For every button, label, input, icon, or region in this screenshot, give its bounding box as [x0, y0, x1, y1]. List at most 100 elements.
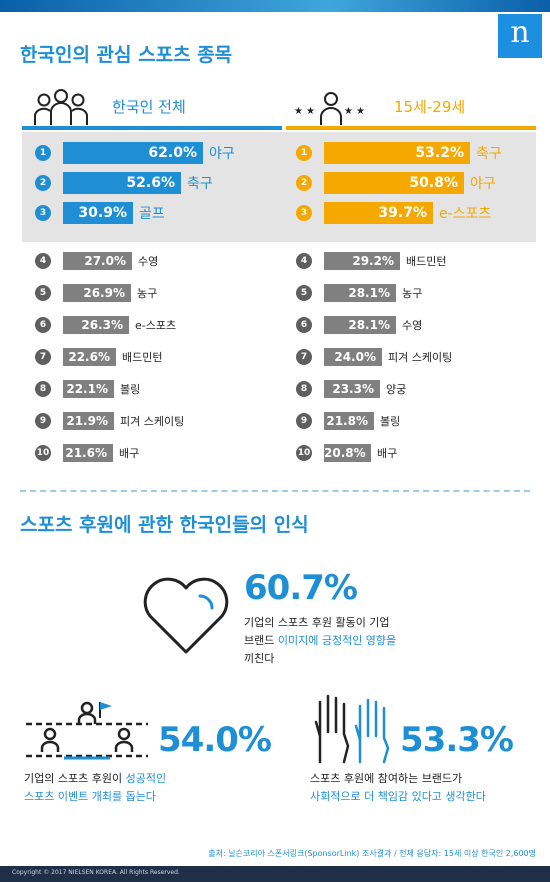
rank-badge: 6 [296, 317, 312, 333]
category-label: 골프 [139, 206, 165, 222]
column-header-age-15-29: ★ ★ ★ ★ 15세-29세 [292, 90, 522, 126]
young-person-stars-icon: ★ ★ ★ ★ [294, 92, 365, 125]
category-label: e-스포츠 [135, 319, 177, 332]
section-title-sponsorship-perception: 스포츠 후원에 관한 한국인들의 인식 [20, 514, 309, 536]
category-label: 볼링 [380, 415, 401, 428]
bar-value-label: 23.3% [332, 382, 374, 396]
rank-badge: 9 [35, 413, 51, 429]
rank-badge: 2 [296, 175, 312, 191]
highlighted-text: 이미지에 긍정적인 영향을 [277, 634, 397, 647]
stat-description-brand-image: 기업의 스포츠 후원 활동이 기업 브랜드 이미지에 긍정적인 영향을 끼친다 [244, 614, 396, 668]
column-header-label: 15세-29세 [394, 98, 466, 116]
raised-hands-icon [314, 694, 390, 764]
description-line: 끼친다 [244, 650, 396, 668]
top-decorative-band [0, 0, 550, 12]
rank-badge: 9 [296, 413, 312, 429]
category-label: 배구 [119, 447, 140, 460]
description-line: 기업의 스포츠 후원 활동이 기업 [244, 614, 396, 632]
section-title-interest-sports: 한국인의 관심 스포츠 종목 [20, 44, 233, 66]
category-label: 야구 [470, 176, 496, 192]
category-label: 농구 [402, 287, 423, 300]
rank-badge: 7 [35, 349, 51, 365]
bar-value-label: 28.1% [348, 318, 390, 332]
description-line: 스포츠 후원에 참여하는 브랜드가 [310, 770, 486, 788]
rank-badge: 4 [35, 253, 51, 269]
highlighted-text: 사회적으로 더 책임감 있다고 생각한다 [310, 790, 486, 803]
bar-mark: 21.8% [324, 412, 374, 430]
rank-badge: 5 [35, 285, 51, 301]
category-label: 배구 [377, 447, 398, 460]
category-label: 배드민턴 [122, 351, 163, 364]
bar-mark: 24.0% [324, 348, 382, 366]
svg-text:★: ★ [306, 106, 315, 117]
rank-badge: 3 [35, 205, 51, 221]
bar-value-label: 26.9% [83, 286, 125, 300]
category-label: 수영 [402, 319, 423, 332]
bar-mark: 20.8% [324, 444, 371, 462]
category-label: 볼링 [120, 383, 141, 396]
bar-value-label: 52.6% [126, 175, 175, 191]
category-label: 양궁 [386, 383, 407, 396]
bar-mark: 28.1% [324, 316, 396, 334]
bar-value-label: 26.3% [81, 318, 123, 332]
rank-badge: 1 [35, 145, 51, 161]
highlighted-text: 스포츠 이벤트 개최를 돕는다 [24, 790, 156, 803]
bar-mark: 23.3% [324, 380, 380, 398]
description-text: 기업의 스포츠 후원이 [24, 772, 126, 785]
rank-badge: 8 [296, 381, 312, 397]
description-text: 브랜드 [244, 634, 278, 647]
category-label: 축구 [187, 176, 213, 192]
category-label: 배드민턴 [406, 255, 447, 268]
bar-mark: 21.9% [63, 412, 114, 430]
bar-value-label: 22.1% [66, 382, 108, 396]
description-line: 기업의 스포츠 후원이 성공적인 [24, 770, 166, 788]
bar-value-label: 21.8% [326, 414, 368, 428]
bar-mark: 62.0% [63, 142, 203, 164]
rank-badge: 8 [35, 381, 51, 397]
bar-mark: 26.3% [63, 316, 129, 334]
nielsen-logo: n [498, 14, 542, 58]
bar-value-label: 53.2% [415, 145, 464, 161]
bar-value-label: 30.9% [78, 205, 127, 221]
header-underline-orange [286, 126, 536, 130]
column-header-label: 한국인 전체 [112, 98, 186, 116]
category-label: 피겨 스케이팅 [120, 415, 185, 428]
description-line: 브랜드 이미지에 긍정적인 영향을 [244, 632, 396, 650]
bar-mark: 22.1% [63, 380, 114, 398]
source-note: 출처: 닐슨코리아 스폰서링크(SponsorLink) 조사결과 / 전체 응… [208, 849, 536, 858]
bar-value-label: 29.2% [352, 254, 394, 268]
stat-value-event-hosting: 54.0% [158, 720, 272, 760]
description-text: 기업의 스포츠 후원 활동이 기업 [244, 616, 390, 629]
bar-value-label: 24.0% [334, 350, 376, 364]
heart-outline-icon [143, 577, 229, 654]
rank-badge: 10 [35, 445, 51, 461]
bar-mark: 39.7% [324, 202, 433, 224]
podium-flag-icon [26, 701, 148, 760]
bar-mark: 52.6% [63, 172, 181, 194]
description-text: 끼친다 [244, 652, 275, 665]
bar-mark: 21.6% [63, 444, 113, 462]
highlighted-text: 성공적인 [125, 772, 167, 785]
bar-value-label: 62.0% [148, 145, 197, 161]
header-underline-blue [22, 126, 282, 130]
bar-mark: 50.8% [324, 172, 464, 194]
copyright-text: Copyright © 2017 NIELSEN KOREA. All Righ… [12, 869, 180, 876]
description-text: 스포츠 후원에 참여하는 브랜드가 [310, 772, 463, 785]
footer-bar: Copyright © 2017 NIELSEN KOREA. All Righ… [0, 866, 550, 882]
section-divider [20, 490, 530, 492]
category-label: 야구 [209, 146, 235, 162]
bar-value-label: 27.0% [84, 254, 126, 268]
svg-text:★: ★ [294, 106, 303, 117]
bar-value-label: 22.6% [68, 350, 110, 364]
bar-value-label: 28.1% [348, 286, 390, 300]
category-label: 피겨 스케이팅 [388, 351, 453, 364]
description-line: 스포츠 이벤트 개최를 돕는다 [24, 788, 166, 806]
bar-mark: 29.2% [324, 252, 400, 270]
stat-value-brand-image: 60.7% [244, 568, 358, 608]
rank-badge: 6 [35, 317, 51, 333]
bar-mark: 28.1% [324, 284, 396, 302]
category-label: 수영 [138, 255, 159, 268]
rank-badge: 10 [296, 445, 312, 461]
bar-value-label: 21.6% [65, 446, 107, 460]
